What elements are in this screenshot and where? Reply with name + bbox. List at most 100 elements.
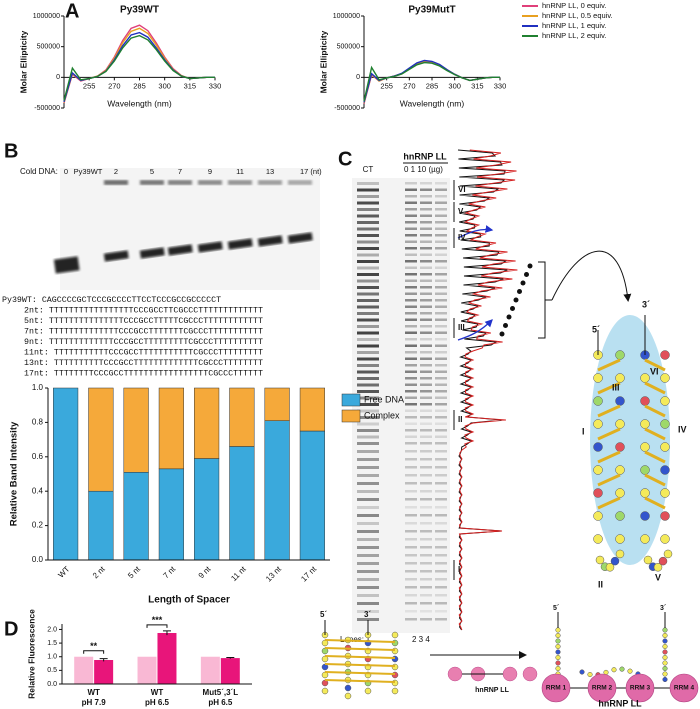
nucleotide [391, 639, 399, 647]
gel-band [435, 292, 447, 295]
gel-band [357, 273, 379, 276]
gel-band [405, 514, 417, 517]
gel-band [405, 279, 417, 282]
x-tick-label: 13 nt [264, 564, 283, 583]
gel-band [420, 450, 432, 453]
gel-band [357, 416, 379, 419]
legend-label: hnRNP LL, 0.5 equiv. [542, 11, 613, 20]
gel-band [405, 422, 417, 425]
gel-band [357, 458, 379, 461]
gel-band [357, 221, 379, 224]
gel-band [405, 466, 417, 469]
gel-band [357, 208, 379, 211]
gel-band [435, 273, 447, 276]
gel-band [420, 357, 432, 360]
strand-label: 5´ [320, 610, 327, 619]
trace [457, 149, 533, 631]
y-tick-label: 0.2 [32, 521, 44, 530]
y-tick-label: 1.0 [32, 383, 44, 392]
gel-band [420, 396, 432, 399]
chart-title: Py39MutT [408, 5, 455, 16]
rrm-label: RRM 1 [546, 685, 567, 692]
nucleotide [587, 671, 593, 678]
region-label: I [458, 565, 460, 574]
gel-band [420, 364, 432, 367]
x-tick-label: 285 [133, 81, 146, 90]
gel-band [420, 562, 432, 565]
nucleotide [643, 555, 653, 565]
rrm-domain [669, 673, 699, 703]
gel-band [435, 429, 447, 432]
legend-swatch [341, 409, 361, 423]
x-axis-label: Wavelength (nm) [107, 98, 172, 108]
sequence: 5nt: TTTTTTTTTTTTTTTCCCGCCTTTTTCGCCCTTTT… [24, 317, 263, 326]
gel-band [435, 482, 447, 485]
y-tick-label: 500000 [37, 44, 60, 51]
sequence: 11nt: TTTTTTTTTTTCCCGCCTTTTTTTTTTTCGCCCT… [24, 349, 263, 358]
gel-band [435, 610, 447, 613]
gel-band [420, 403, 432, 406]
gel-band [420, 279, 432, 282]
gel-band [357, 338, 379, 341]
blue-arrow [457, 319, 493, 341]
nucleotide [640, 465, 650, 475]
gel-band [357, 618, 379, 621]
gel-band [435, 182, 447, 185]
gel-band [420, 286, 432, 289]
nucleotide [611, 667, 617, 673]
y-axis-label: Molar Ellipticity [318, 30, 328, 93]
lane-label: 17 (nt) [300, 167, 322, 176]
x-tick-label: 270 [108, 81, 121, 90]
nucleotide [344, 692, 352, 700]
gel-band [435, 370, 447, 373]
gel-band [405, 416, 417, 419]
gel-band [357, 586, 379, 589]
gel-band [53, 256, 80, 274]
y-tick-label: 1000000 [333, 13, 360, 20]
gel-band [435, 266, 447, 269]
gel-band [405, 554, 417, 557]
x-tick-label: WT [87, 688, 100, 697]
protection-dot [513, 297, 519, 303]
gel-band [435, 240, 447, 243]
x-tick-label: WT [151, 688, 164, 697]
nucleotide [619, 666, 625, 672]
nucleotide [555, 643, 561, 650]
x-tick-label: 255 [83, 81, 96, 90]
gel-band [435, 403, 447, 406]
nucleotide [555, 660, 561, 666]
gel-image [53, 168, 320, 290]
gel-band [420, 325, 432, 328]
y-tick-label: 0.0 [32, 555, 44, 564]
error-bar [226, 657, 235, 659]
nucleotide [640, 488, 650, 498]
nucleotide [615, 465, 625, 475]
y-tick-label: 0.5 [47, 667, 57, 674]
bar-segment [88, 490, 114, 561]
gel-band [357, 514, 379, 517]
gel-band [405, 578, 417, 581]
base-pair [324, 671, 396, 675]
gel-band [405, 403, 417, 406]
nucleotide [660, 465, 670, 475]
gel-band [435, 331, 447, 334]
gel-band [420, 429, 432, 432]
series-line [63, 27, 215, 103]
gel-band [435, 208, 447, 211]
gel-band [405, 351, 417, 354]
gel-band [420, 466, 432, 469]
lane-label: 13 [266, 167, 274, 176]
gel-band [357, 377, 379, 380]
x-tick-label: 330 [494, 81, 507, 90]
gel-band [435, 253, 447, 256]
legend-swatch [341, 393, 361, 407]
protein-label: hnRNP LL [475, 687, 509, 694]
gel-band [435, 234, 447, 237]
nucleotide [658, 556, 668, 566]
gel-band [435, 562, 447, 565]
lane-label: 5 [150, 167, 154, 176]
gel-band [357, 305, 379, 309]
gel-band [435, 538, 447, 541]
series-line [363, 61, 500, 102]
base-pair [597, 404, 621, 418]
